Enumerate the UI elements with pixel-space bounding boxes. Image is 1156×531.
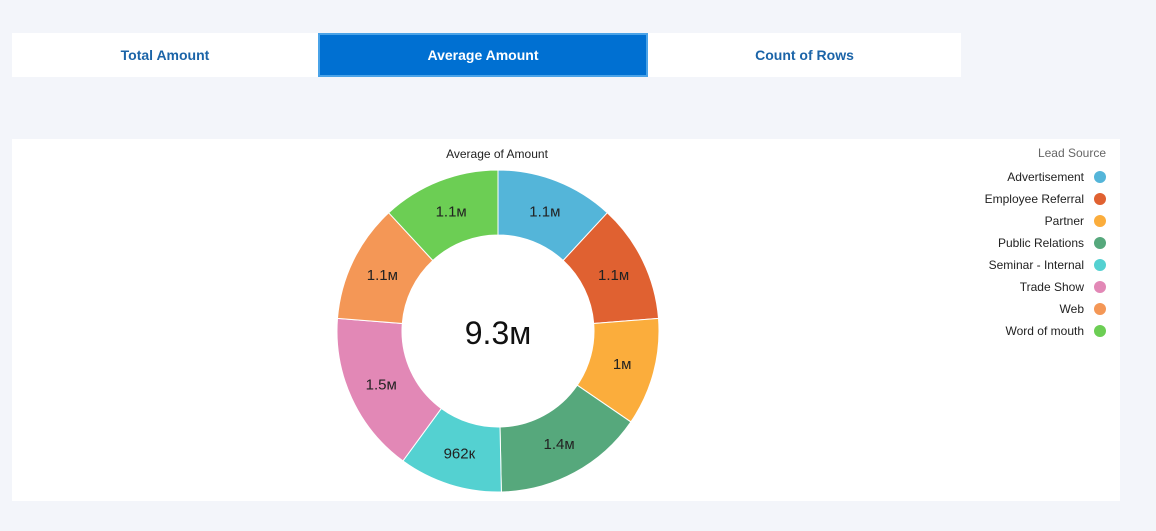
legend-swatch-icon: [1094, 215, 1106, 227]
metric-tabs: Total Amount Average Amount Count of Row…: [12, 33, 961, 77]
slice-word-of-mouth[interactable]: [387, 169, 499, 262]
legend-item-label: Word of mouth: [1006, 324, 1084, 338]
center-total-label: 9.3м: [465, 315, 531, 351]
legend-item[interactable]: Employee Referral: [985, 192, 1106, 206]
legend-item[interactable]: Advertisement: [1007, 170, 1106, 184]
slice-labels: 1.1м 1.1м 1м 1.4м 962к 1.5м 1.1м 1.1м: [366, 203, 632, 462]
legend-swatch-icon: [1094, 193, 1106, 205]
donut-chart: Average of Amount 1.1м 1.1м 1м 1.4м 962к 1.5м…: [336, 146, 1106, 493]
legend-item-label: Public Relations: [998, 236, 1084, 250]
slice-value-label: 1.1м: [529, 203, 560, 220]
legend-swatch-icon: [1094, 171, 1106, 183]
donut-slices: [336, 169, 660, 493]
legend-swatch-icon: [1094, 281, 1106, 293]
legend-item-label: Seminar - Internal: [989, 258, 1084, 272]
tab-average-amount[interactable]: Average Amount: [318, 33, 648, 77]
legend-item-label: Partner: [1045, 214, 1084, 228]
slice-value-label: 1.1м: [367, 267, 398, 284]
legend-item[interactable]: Trade Show: [1020, 280, 1106, 294]
legend-item-label: Trade Show: [1020, 280, 1085, 294]
tab-total-amount[interactable]: Total Amount: [120, 47, 210, 63]
legend-swatch-icon: [1094, 303, 1106, 315]
legend: Advertisement Employee Referral Partner Pub…: [985, 170, 1106, 338]
legend-swatch-icon: [1094, 259, 1106, 271]
legend-item-label: Employee Referral: [985, 192, 1084, 206]
legend-item[interactable]: Public Relations: [998, 236, 1106, 250]
legend-swatch-icon: [1094, 237, 1106, 249]
slice-value-label: 1.5м: [366, 377, 397, 394]
legend-item-label: Advertisement: [1007, 170, 1084, 184]
legend-item[interactable]: Word of mouth: [1006, 324, 1106, 338]
legend-item[interactable]: Partner: [1045, 214, 1106, 228]
slice-value-label: 1.4м: [544, 436, 575, 453]
legend-item[interactable]: Web: [1060, 302, 1106, 316]
slice-value-label: 1.1м: [436, 203, 467, 220]
slice-value-label: 962к: [444, 446, 476, 463]
chart-panel: Average of Amount 1.1м 1.1м 1м 1.4м 962к 1.5м…: [12, 139, 1120, 501]
slice-value-label: 1.1м: [598, 267, 629, 284]
chart-title: Average of Amount: [446, 147, 549, 161]
legend-item[interactable]: Seminar - Internal: [989, 258, 1106, 272]
legend-swatch-icon: [1094, 325, 1106, 337]
legend-title: Lead Source: [1038, 146, 1106, 160]
legend-item-label: Web: [1060, 302, 1085, 316]
tab-count-of-rows[interactable]: Count of Rows: [755, 47, 854, 63]
slice-value-label: 1м: [613, 356, 632, 373]
